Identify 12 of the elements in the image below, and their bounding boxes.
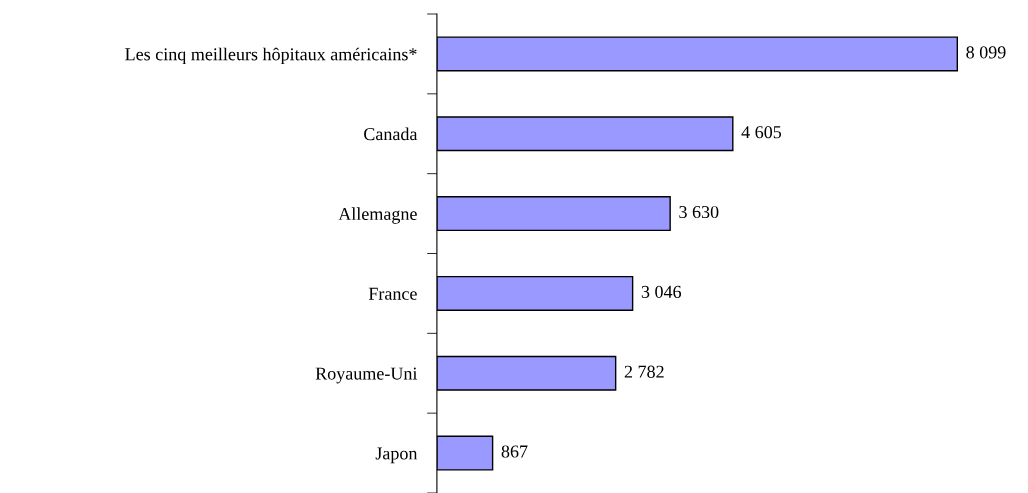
y-tick-label: Les cinq meilleurs hôpitaux américains* bbox=[125, 47, 417, 65]
data-label: 2 782 bbox=[624, 365, 664, 378]
y-tick-label: Royaume-Uni bbox=[315, 367, 418, 384]
y-tick-label: Japon bbox=[375, 447, 418, 464]
data-label: 867 bbox=[501, 445, 528, 458]
data-label: 3 630 bbox=[679, 205, 719, 219]
y-tick-label: Canada bbox=[364, 127, 418, 141]
data-label: 4 605 bbox=[741, 126, 782, 139]
data-label: 3 046 bbox=[641, 285, 682, 298]
y-tick-label: France bbox=[368, 287, 417, 300]
data-label: 8 099 bbox=[966, 46, 1006, 59]
y-tick-label: Allemagne bbox=[338, 207, 417, 224]
